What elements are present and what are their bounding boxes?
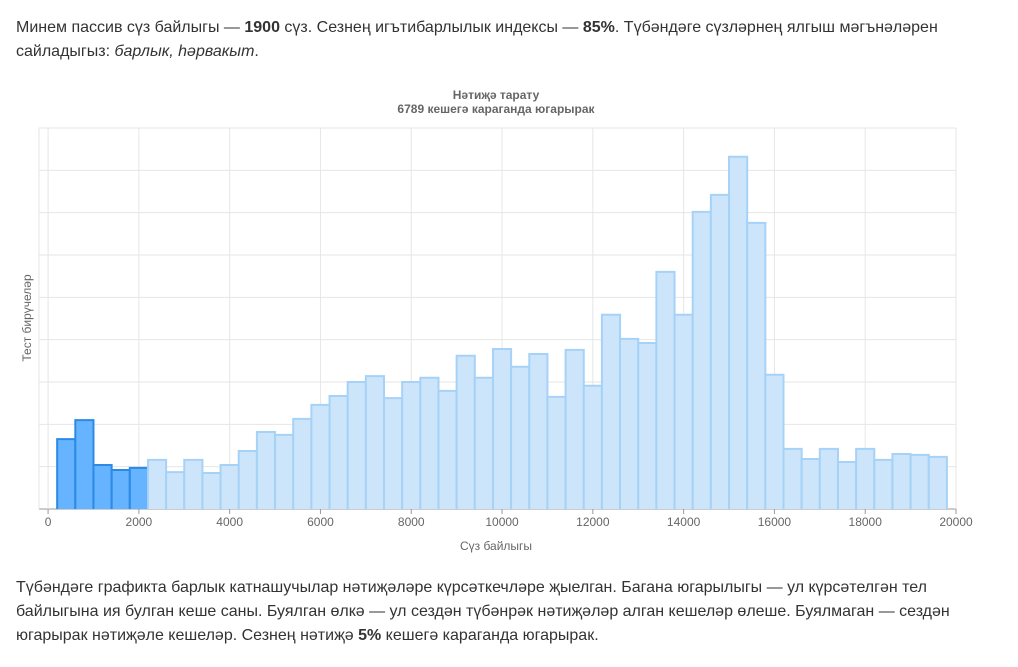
- text: Түбәндәге графикта барлык катнашучылар н…: [16, 579, 950, 644]
- bar: [528, 353, 549, 509]
- bar: [709, 193, 731, 509]
- x-tick-label: 10000: [485, 515, 519, 529]
- x-tick-label: 0: [45, 515, 52, 529]
- bar: [56, 438, 77, 509]
- bar: [637, 342, 658, 509]
- bar: [455, 354, 476, 509]
- x-tick-label: 4000: [216, 515, 243, 529]
- x-tick-label: 8000: [398, 515, 425, 529]
- text: кешегә караганда югарырак.: [381, 627, 599, 644]
- bar: [128, 466, 149, 509]
- y-axis-label: Тест бирүчеләр: [20, 274, 34, 362]
- chart-title: Нәтиҗә тарату: [453, 88, 540, 102]
- chart: Нәтиҗә тарату 6789 кешегә караганда югар…: [20, 88, 973, 553]
- bar: [673, 313, 694, 509]
- text: 1900: [244, 19, 280, 36]
- bar: [600, 313, 622, 509]
- bar: [292, 417, 313, 509]
- x-tick-label: 2000: [126, 515, 153, 529]
- bar: [546, 395, 567, 509]
- text: 85%: [582, 19, 615, 36]
- bar: [74, 419, 95, 509]
- bar: [855, 447, 876, 509]
- bar: [927, 455, 948, 509]
- bar: [255, 430, 277, 509]
- bar: [146, 458, 168, 509]
- text: барлык, һәрвакыт: [114, 43, 255, 60]
- bar: [237, 450, 258, 509]
- bar: [510, 365, 531, 509]
- x-tick-label: 6000: [307, 515, 334, 529]
- bar: [582, 384, 603, 509]
- bar: [419, 376, 440, 509]
- bar: [873, 458, 894, 509]
- bar: [836, 461, 858, 509]
- bar: [110, 469, 131, 509]
- x-axis-label: Сүз байлыгы: [460, 539, 532, 553]
- x-tick-label: 16000: [758, 515, 792, 529]
- text: 5%: [358, 627, 382, 644]
- bar: [728, 155, 749, 509]
- bar: [691, 210, 712, 509]
- bar: [800, 458, 821, 509]
- x-tick-label: 18000: [849, 515, 883, 529]
- bar: [782, 447, 803, 509]
- text: .: [254, 43, 259, 60]
- bar: [201, 472, 222, 509]
- bar: [619, 337, 640, 509]
- bar: [746, 221, 767, 509]
- bar: [655, 270, 676, 509]
- bar: [346, 381, 367, 509]
- bar: [364, 375, 386, 509]
- x-tick-label: 14000: [667, 515, 701, 529]
- text: сүз. Сезнең игътибарлылык индексы —: [279, 19, 583, 36]
- bar: [165, 471, 186, 509]
- bar: [818, 447, 839, 509]
- bar: [219, 463, 240, 509]
- bar: [383, 397, 404, 509]
- x-tick-label: 20000: [939, 515, 973, 529]
- bar: [764, 373, 785, 509]
- bar: [183, 458, 204, 509]
- bar: [310, 403, 331, 509]
- bar: [909, 453, 930, 509]
- intro-text: Минем пассив сүз байлыгы — 1900 сүз. Сез…: [16, 16, 1001, 64]
- footer-text: Түбәндәге графикта барлык катнашучылар н…: [16, 576, 1001, 648]
- bar: [401, 381, 422, 509]
- bar: [92, 463, 113, 509]
- bar: [891, 452, 912, 509]
- text: . Түбәндәге сүзләрнең ялгыш мәгънәләрен …: [16, 19, 938, 60]
- bar: [473, 376, 494, 509]
- bar: [328, 394, 349, 509]
- bar: [437, 389, 458, 509]
- bar: [564, 348, 585, 509]
- bar: [274, 433, 295, 509]
- text: Минем пассив сүз байлыгы —: [16, 19, 245, 36]
- x-tick-label: 12000: [576, 515, 610, 529]
- bar: [491, 347, 513, 509]
- chart-subtitle: 6789 кешегә караганда югарырак: [397, 102, 595, 116]
